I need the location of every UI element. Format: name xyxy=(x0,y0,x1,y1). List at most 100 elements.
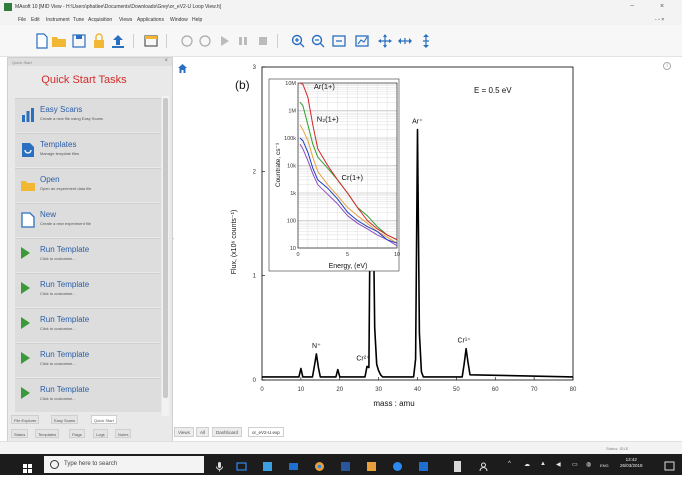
tab-easy-scans[interactable]: Easy Scans xyxy=(51,415,79,424)
people-icon[interactable] xyxy=(478,459,489,472)
open-icon[interactable] xyxy=(51,33,67,49)
record-icon[interactable] xyxy=(179,33,195,49)
tray-display-icon[interactable]: ▭ xyxy=(572,462,578,468)
task-run-template[interactable]: Run Template Click to customise... xyxy=(15,273,161,307)
action-center-icon[interactable] xyxy=(664,459,675,471)
taskbar-app-5-icon[interactable] xyxy=(392,459,403,471)
task-subtitle: Click to customise... xyxy=(40,396,76,401)
tray-network-icon[interactable]: ▲ xyxy=(540,461,546,467)
pan-v-icon[interactable] xyxy=(418,33,434,49)
help-icon[interactable]: i xyxy=(663,62,671,70)
peak-label: Cr²⁺ xyxy=(356,355,370,362)
tab-flags[interactable]: Flags xyxy=(69,429,85,438)
fit-axes-icon[interactable] xyxy=(354,33,370,49)
zoom-out-icon[interactable] xyxy=(310,33,326,49)
pan-h-icon[interactable] xyxy=(397,33,413,49)
record2-icon[interactable] xyxy=(197,33,213,49)
panel-header: Quick Start xyxy=(8,58,172,66)
taskbar-clock[interactable]: 13:42 26/03/2018 xyxy=(620,457,643,469)
task-run-template[interactable]: Run Template Click to customise... xyxy=(15,238,161,272)
inset-y-tick-label: 1k xyxy=(290,191,296,197)
window-icon[interactable] xyxy=(143,33,159,49)
menu-bar: File Edit Instrument Tune Acquisition Vi… xyxy=(0,14,682,25)
run-arrow-icon xyxy=(21,317,35,333)
x-tick-label: 30 xyxy=(375,387,382,393)
energy-distribution-line xyxy=(299,143,398,247)
task-title: New xyxy=(40,210,57,219)
tab-notes[interactable]: Notes xyxy=(115,429,132,438)
inset-y-tick-label: 10 xyxy=(290,246,296,252)
x-tick-label: 80 xyxy=(570,387,577,393)
menu-tune[interactable]: Tune xyxy=(73,17,85,23)
upload-icon[interactable] xyxy=(110,33,126,49)
taskbar-app-3-icon[interactable] xyxy=(340,459,351,471)
panel-scrollbar[interactable] xyxy=(162,96,169,416)
taskbar-app-4-icon[interactable] xyxy=(366,459,377,471)
stop-icon[interactable] xyxy=(255,33,271,49)
folder-icon xyxy=(21,177,35,193)
scrollbar-thumb[interactable] xyxy=(163,98,168,398)
save-icon[interactable] xyxy=(71,33,87,49)
menu-file[interactable]: File xyxy=(18,17,27,23)
tab-templates[interactable]: Templates xyxy=(35,429,60,438)
language-indicator[interactable]: ENG xyxy=(600,463,609,468)
tab-file-explorer[interactable]: File Explorer xyxy=(11,415,40,424)
task-run-template[interactable]: Run Template Click to customise... xyxy=(15,308,161,342)
doc-window-controls[interactable]: - ▫ × xyxy=(655,17,665,23)
menu-applications[interactable]: Applications xyxy=(137,17,164,23)
chrome-icon[interactable] xyxy=(314,459,325,471)
taskbar-app-6-icon[interactable] xyxy=(418,459,429,471)
task-view-icon[interactable] xyxy=(236,459,247,471)
task-templates[interactable]: Templates Manage template files xyxy=(15,133,161,167)
y-axis-label: Flux, (x10⁶ counts⁻¹) xyxy=(231,210,238,275)
windows-start-icon[interactable] xyxy=(23,460,32,473)
tray-volume-icon[interactable]: ◀ xyxy=(556,462,561,468)
taskbar-app-2-icon[interactable] xyxy=(288,459,299,470)
y-tick-label: 3 xyxy=(253,65,257,71)
taskbar-search-box[interactable]: Type here to search xyxy=(44,456,204,473)
taskbar-app-1-icon[interactable] xyxy=(262,459,273,471)
task-new[interactable]: New Create a new experiment file xyxy=(15,203,161,237)
pan-icon[interactable] xyxy=(377,33,393,49)
tab-quick-start[interactable]: Quick Start xyxy=(91,415,117,424)
close-button[interactable]: × xyxy=(660,3,665,10)
inset-y-tick-label: 10M xyxy=(285,81,296,87)
home-icon[interactable] xyxy=(178,60,187,73)
document-tabs: Views All Dashboard or_eV2-U.exp xyxy=(172,427,672,438)
tab-logs[interactable]: Logs xyxy=(93,429,108,438)
task-run-template[interactable]: Run Template Click to customise... xyxy=(15,343,161,377)
tray-sync-icon[interactable]: ◍ xyxy=(586,462,592,468)
inset-series-label: Ar(1+) xyxy=(314,82,336,91)
tray-up-arrow-icon[interactable]: ^ xyxy=(508,461,511,467)
tab-experiment-file[interactable]: or_eV2-U.exp xyxy=(248,427,284,437)
zoom-fit-icon[interactable] xyxy=(331,33,347,49)
lock-icon[interactable] xyxy=(91,33,107,49)
run-arrow-icon xyxy=(21,352,35,368)
task-title: Run Template xyxy=(40,350,90,359)
panel-close-icon[interactable]: × xyxy=(164,58,168,64)
microphone-icon[interactable] xyxy=(214,459,225,472)
menu-edit[interactable]: Edit xyxy=(31,17,40,23)
new-icon[interactable] xyxy=(34,33,50,49)
calculator-icon[interactable] xyxy=(452,459,463,472)
status-text: Status: IDLE xyxy=(606,446,629,451)
pause-icon[interactable] xyxy=(235,33,251,49)
tab-views[interactable]: Views xyxy=(174,427,194,437)
tray-cloud-icon[interactable]: ☁ xyxy=(524,462,530,468)
menu-help[interactable]: Help xyxy=(192,17,203,23)
quick-start-panel: Quick Start × Quick Start Tasks Easy Sca… xyxy=(7,57,173,442)
menu-views[interactable]: Views xyxy=(119,17,133,23)
task-easy-scans[interactable]: Easy Scans Create a new file using Easy … xyxy=(15,98,161,132)
minimize-button[interactable]: − xyxy=(630,3,635,10)
play-icon[interactable] xyxy=(216,33,232,49)
tab-dashboard[interactable]: Dashboard xyxy=(212,427,243,437)
tab-all[interactable]: All xyxy=(196,427,210,437)
task-run-template[interactable]: Run Template Click to customise... xyxy=(15,378,161,412)
tab-status[interactable]: Status xyxy=(11,429,29,438)
template-icon xyxy=(21,142,35,158)
task-open[interactable]: Open Open an experiment data file xyxy=(15,168,161,202)
menu-window[interactable]: Window xyxy=(170,17,188,23)
menu-acquisition[interactable]: Acquisition xyxy=(88,17,113,23)
menu-instrument[interactable]: Instrument xyxy=(46,17,70,23)
zoom-in-icon[interactable] xyxy=(290,33,306,49)
